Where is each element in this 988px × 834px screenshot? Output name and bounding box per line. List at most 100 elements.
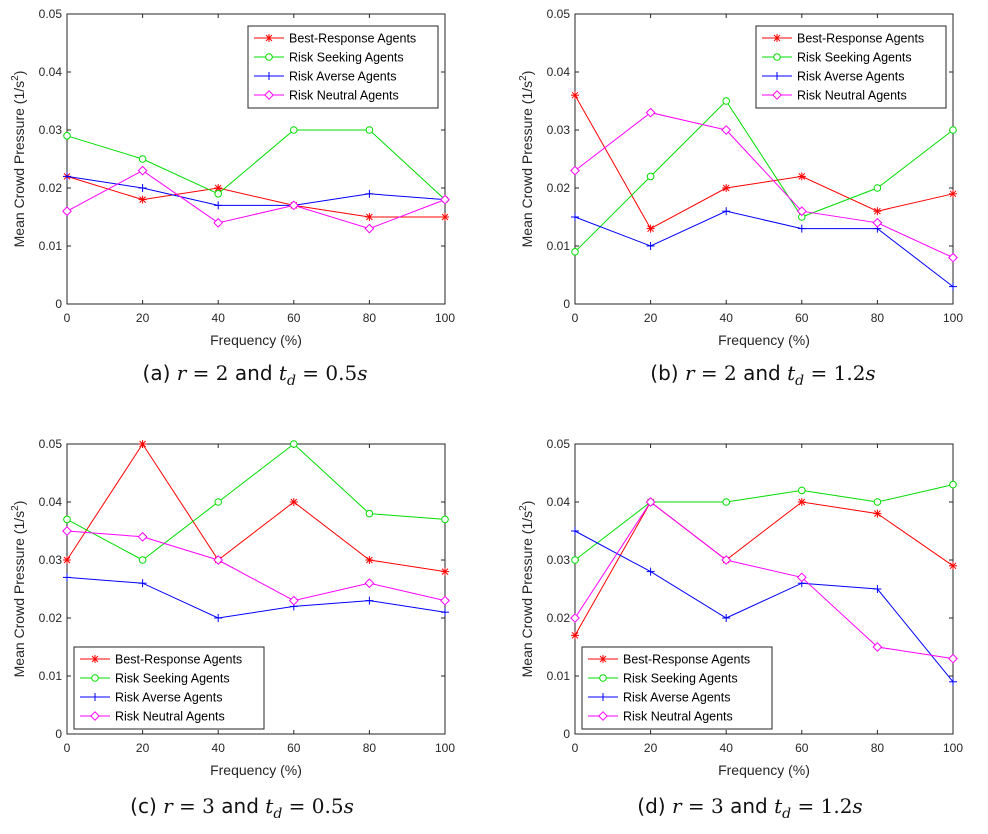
data-point xyxy=(798,486,806,495)
legend-label: Risk Seeking Agents xyxy=(797,51,912,65)
data-point xyxy=(137,531,148,542)
caption-b-unit: s xyxy=(865,361,876,385)
x-tick-label: 60 xyxy=(795,311,809,325)
data-point xyxy=(138,184,147,192)
caption-a-td-symbol: t xyxy=(278,361,287,385)
series-line xyxy=(66,129,446,200)
x-tick-label: 100 xyxy=(943,741,963,755)
series-line xyxy=(574,501,954,660)
data-point xyxy=(213,217,224,228)
data-point xyxy=(364,223,375,234)
series-line xyxy=(574,530,954,683)
data-point xyxy=(646,567,655,576)
x-tick-label: 100 xyxy=(943,311,963,325)
series-line xyxy=(66,175,445,218)
caption-d-r-symbol: r xyxy=(671,794,682,818)
chart-c-svg: 0 20 40 60 80 100 0 0.01 0.02 0.03 0.04 0.05 Frequen… xyxy=(10,437,455,778)
x-tick-label: 100 xyxy=(435,311,455,325)
data-point xyxy=(571,631,579,640)
caption-c-unit: s xyxy=(343,794,354,818)
data-point xyxy=(63,556,71,564)
y-tick-label: 0.05 xyxy=(547,7,571,21)
y-tick-label: 0.04 xyxy=(547,65,571,79)
series-risk-seeking xyxy=(571,97,957,256)
legend-item: Risk Seeking Agents xyxy=(588,672,738,686)
data-point xyxy=(873,184,882,192)
y-tick-label: 0.04 xyxy=(39,65,63,79)
legend-marker xyxy=(599,674,607,682)
x-tick-label: 20 xyxy=(644,741,658,755)
data-point xyxy=(214,190,222,198)
legend-marker xyxy=(599,655,607,663)
data-point xyxy=(796,572,807,583)
legend-label: Risk Neutral Agents xyxy=(115,710,225,724)
legend-item: Risk Neutral Agents xyxy=(80,710,225,724)
data-point xyxy=(441,567,449,576)
series-line xyxy=(66,170,446,230)
data-point xyxy=(571,527,579,535)
legend: Best-Response Agents Risk Seeking Agents R… xyxy=(581,646,773,730)
legend-marker xyxy=(772,90,782,100)
legend-marker xyxy=(91,655,99,663)
legend-item: Best-Response Agents xyxy=(588,653,750,667)
x-tick-label: 80 xyxy=(363,311,377,325)
data-point xyxy=(645,497,656,507)
legend-marker xyxy=(773,53,781,61)
data-point xyxy=(949,282,957,291)
series-risk-averse xyxy=(571,207,957,291)
legend-box xyxy=(755,25,947,109)
data-point xyxy=(949,126,957,134)
y-tick-label: 0.05 xyxy=(547,437,571,451)
x-tick-label: 40 xyxy=(720,311,734,325)
y-tick-label: 0.03 xyxy=(39,553,63,567)
legend-marker xyxy=(91,674,99,682)
caption-c-r-value: 3 xyxy=(202,794,215,818)
legend-label: Risk Seeking Agents xyxy=(115,672,230,686)
caption-d-td-sub: d xyxy=(782,806,792,822)
y-tick-label: 0.03 xyxy=(39,123,63,137)
y-tick-label: 0.03 xyxy=(547,553,571,567)
data-point xyxy=(63,132,71,140)
series-risk-neutral xyxy=(62,526,450,606)
caption-d-prefix: (d) xyxy=(637,794,666,818)
chart-d-svg: 0 20 40 60 80 100 0 0.01 0.02 0.03 0.04 0.05 Frequen… xyxy=(518,437,963,778)
x-tick-label: 0 xyxy=(572,741,579,755)
caption-b-r-value: 2 xyxy=(724,361,737,385)
chart-b-svg: 0 20 40 60 80 100 0 0.01 0.02 0.03 0.04 0.05 Frequen… xyxy=(518,7,963,348)
data-point xyxy=(646,172,655,181)
data-point xyxy=(873,585,882,593)
data-point xyxy=(722,97,730,105)
legend-marker xyxy=(598,711,608,721)
y-tick-label: 0.04 xyxy=(547,495,571,509)
legend: Best-Response Agents Risk Seeking Agents R… xyxy=(755,25,947,109)
x-tick-label: 60 xyxy=(287,311,301,325)
data-point xyxy=(365,596,374,605)
data-point xyxy=(949,189,957,198)
series-line xyxy=(66,175,446,206)
x-tick-label: 80 xyxy=(871,741,885,755)
caption-b: (b) r = 2 and td = 1.2s xyxy=(650,361,876,389)
data-point xyxy=(63,172,71,181)
legend-item: Risk Averse Agents xyxy=(762,70,904,84)
legend-item: Best-Response Agents xyxy=(762,32,924,46)
legend-label: Best-Response Agents xyxy=(797,32,924,46)
data-point xyxy=(721,555,732,565)
series-line xyxy=(574,484,954,561)
y-axis-label: Mean Crowd Pressure (1/s2) xyxy=(518,71,535,248)
y-axis-label: Mean Crowd Pressure (1/s2) xyxy=(10,501,27,678)
x-tick-label: 80 xyxy=(363,741,377,755)
data-point xyxy=(137,165,148,176)
y-tick-label: 0 xyxy=(55,727,62,741)
data-point xyxy=(214,498,222,506)
data-point xyxy=(214,201,223,210)
data-point xyxy=(364,578,375,589)
data-point xyxy=(289,498,298,506)
series-line xyxy=(574,210,954,287)
legend-marker xyxy=(265,34,273,42)
series-line xyxy=(66,443,446,573)
y-tick-label: 0.02 xyxy=(39,181,63,195)
legend-item: Best-Response Agents xyxy=(80,653,242,667)
caption-b-and: and xyxy=(743,361,781,385)
data-point xyxy=(721,125,732,135)
data-point xyxy=(63,515,71,524)
